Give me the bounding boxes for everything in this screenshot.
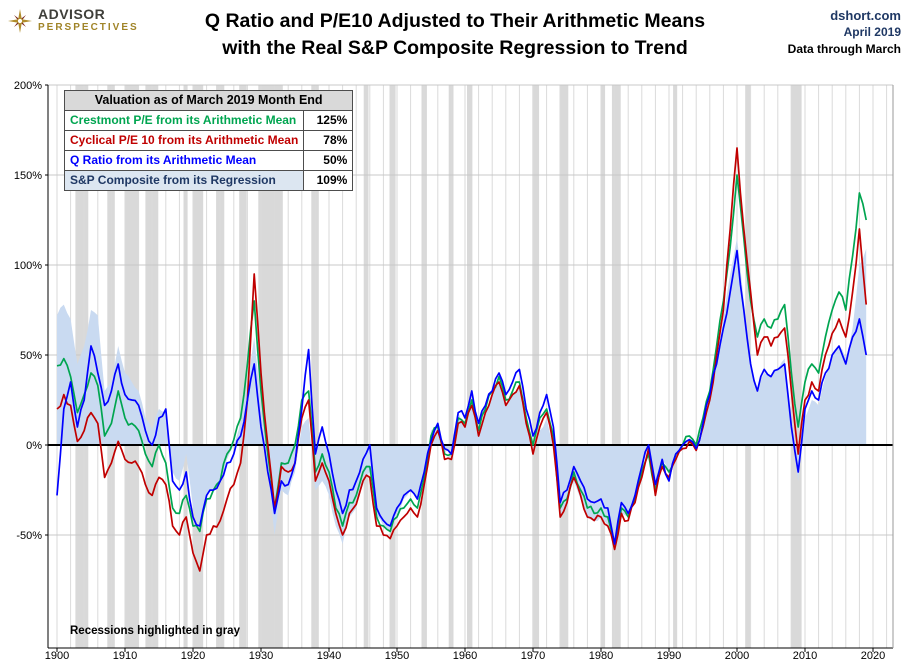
recession-note: Recessions highlighted in gray [70, 625, 240, 637]
legend-value-crestmont: 125% [303, 110, 354, 131]
legend-label-pe10: Cyclical P/E 10 from its Arithmetic Mean [63, 130, 305, 151]
logo-perspectives: PERSPECTIVES [38, 22, 139, 33]
logo-text: ADVISOR PERSPECTIVES [38, 7, 139, 34]
svg-text:1960: 1960 [453, 650, 477, 661]
legend-title: Valuation as of March 2019 Month End [63, 90, 354, 111]
logo-advisor: ADVISOR [38, 6, 106, 22]
legend-value-sp-composite: 109% [303, 170, 354, 191]
source-site: dshort.com [830, 8, 901, 23]
svg-text:50%: 50% [20, 350, 42, 362]
svg-text:200%: 200% [14, 80, 42, 92]
legend-row-pe10: Cyclical P/E 10 from its Arithmetic Mean… [63, 130, 354, 151]
svg-text:2010: 2010 [793, 650, 817, 661]
sp-composite-area [57, 238, 867, 544]
series-line [56, 174, 868, 545]
svg-text:2020: 2020 [861, 650, 885, 661]
series-line [56, 147, 868, 572]
svg-text:100%: 100% [14, 260, 42, 272]
chart-title: Q Ratio and P/E10 Adjusted to Their Arit… [125, 8, 785, 62]
legend-value-pe10: 78% [303, 130, 354, 151]
legend-row-crestmont: Crestmont P/E from its Arithmetic Mean 1… [63, 110, 354, 131]
svg-text:1900: 1900 [45, 650, 69, 661]
svg-text:1940: 1940 [317, 650, 341, 661]
legend-box: Valuation as of March 2019 Month End Cre… [63, 90, 354, 191]
svg-text:1920: 1920 [181, 650, 205, 661]
svg-text:150%: 150% [14, 170, 42, 182]
svg-text:1970: 1970 [521, 650, 545, 661]
chart-title-line1: Q Ratio and P/E10 Adjusted to Their Arit… [204, 10, 706, 32]
source-block: dshort.com April 2019 Data through March [788, 7, 901, 58]
compass-logo-icon [8, 8, 32, 33]
x-axis-labels: 1900 1910 1920 1930 1940 1950 1960 1970 1980 1990… [45, 648, 885, 661]
source-date: April 2019 [843, 25, 901, 39]
svg-text:1910: 1910 [113, 650, 137, 661]
svg-text:1990: 1990 [657, 650, 681, 661]
legend-label-qratio: Q Ratio from its Arithmetic Mean [63, 150, 305, 171]
legend-header-row: Valuation as of March 2019 Month End [63, 90, 354, 111]
svg-text:0%: 0% [26, 440, 42, 452]
y-axis-labels: 200% 150% 100% 50% 0% -50% [14, 80, 48, 542]
svg-text:1950: 1950 [385, 650, 409, 661]
legend-row-qratio: Q Ratio from its Arithmetic Mean 50% [63, 150, 354, 171]
svg-text:2000: 2000 [725, 650, 749, 661]
svg-text:-50%: -50% [16, 530, 42, 542]
series-line [56, 249, 868, 545]
source-note: Data through March [787, 42, 901, 56]
advisor-perspectives-logo: ADVISOR PERSPECTIVES [8, 7, 139, 34]
legend-row-sp-composite: S&P Composite from its Regression 109% [63, 170, 354, 191]
chart-title-line2: with the Real S&P Composite Regression t… [222, 37, 688, 59]
svg-text:1930: 1930 [249, 650, 273, 661]
legend-label-sp-composite: S&P Composite from its Regression [63, 170, 305, 191]
svg-text:1980: 1980 [589, 650, 613, 661]
legend-value-qratio: 50% [303, 150, 354, 171]
legend-label-crestmont: Crestmont P/E from its Arithmetic Mean [63, 110, 305, 131]
gridlines [48, 84, 893, 648]
